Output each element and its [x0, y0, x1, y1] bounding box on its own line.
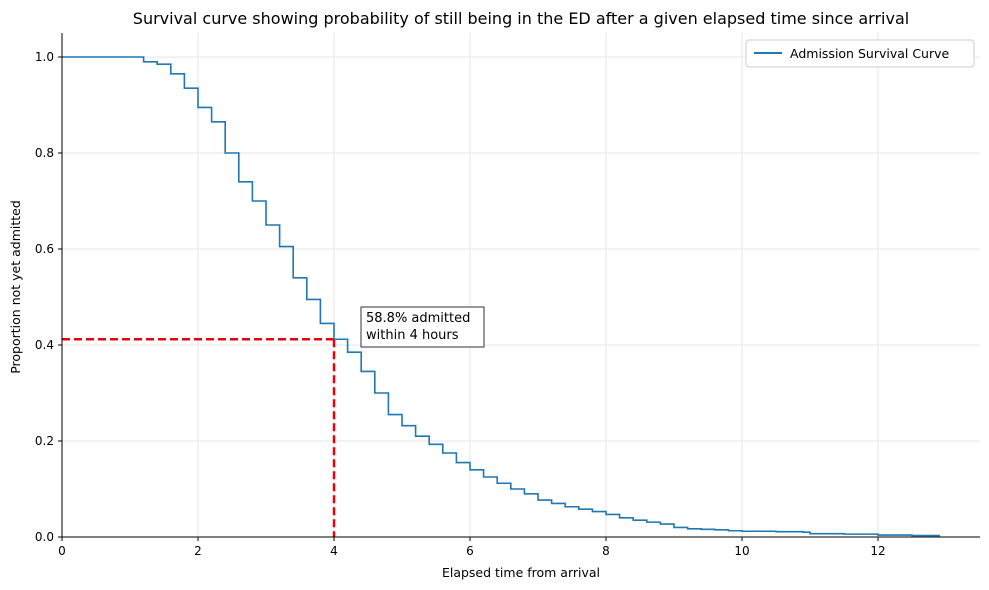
series-line: [62, 56, 940, 537]
tick-labels: 0 2 4 6 8 10 12 0.0 0.2 0.4 0.6 0.8 1.0: [35, 50, 886, 558]
reference-lines: [62, 337, 336, 537]
grid: [61, 33, 980, 538]
y-tick-label: 0.6: [35, 242, 54, 256]
axes: [58, 33, 980, 541]
annotation-line-2: within 4 hours: [366, 328, 459, 343]
x-tick-label: 0: [58, 544, 66, 558]
annotation-line-1: 58.8% admitted: [366, 311, 470, 326]
x-tick-label: 10: [734, 544, 749, 558]
x-tick-label: 2: [194, 544, 202, 558]
x-tick-label: 4: [330, 544, 338, 558]
y-tick-label: 1.0: [35, 50, 54, 64]
y-axis-label: Proportion not yet admitted: [8, 200, 23, 374]
legend-label: Admission Survival Curve: [790, 46, 950, 61]
x-tick-label: 6: [466, 544, 474, 558]
series-layer: [62, 56, 940, 537]
legend: Admission Survival Curve: [745, 39, 975, 68]
annotation-box: 58.8% admitted within 4 hours: [360, 306, 485, 348]
chart-title: Survival curve showing probability of st…: [133, 9, 909, 28]
y-tick-label: 0.0: [35, 530, 54, 544]
y-tick-label: 0.2: [35, 434, 54, 448]
x-tick-label: 8: [602, 544, 610, 558]
x-tick-label: 12: [870, 544, 885, 558]
y-tick-label: 0.8: [35, 146, 54, 160]
y-tick-label: 0.4: [35, 338, 54, 352]
x-axis-label: Elapsed time from arrival: [442, 565, 600, 580]
legend-frame: [745, 39, 975, 68]
